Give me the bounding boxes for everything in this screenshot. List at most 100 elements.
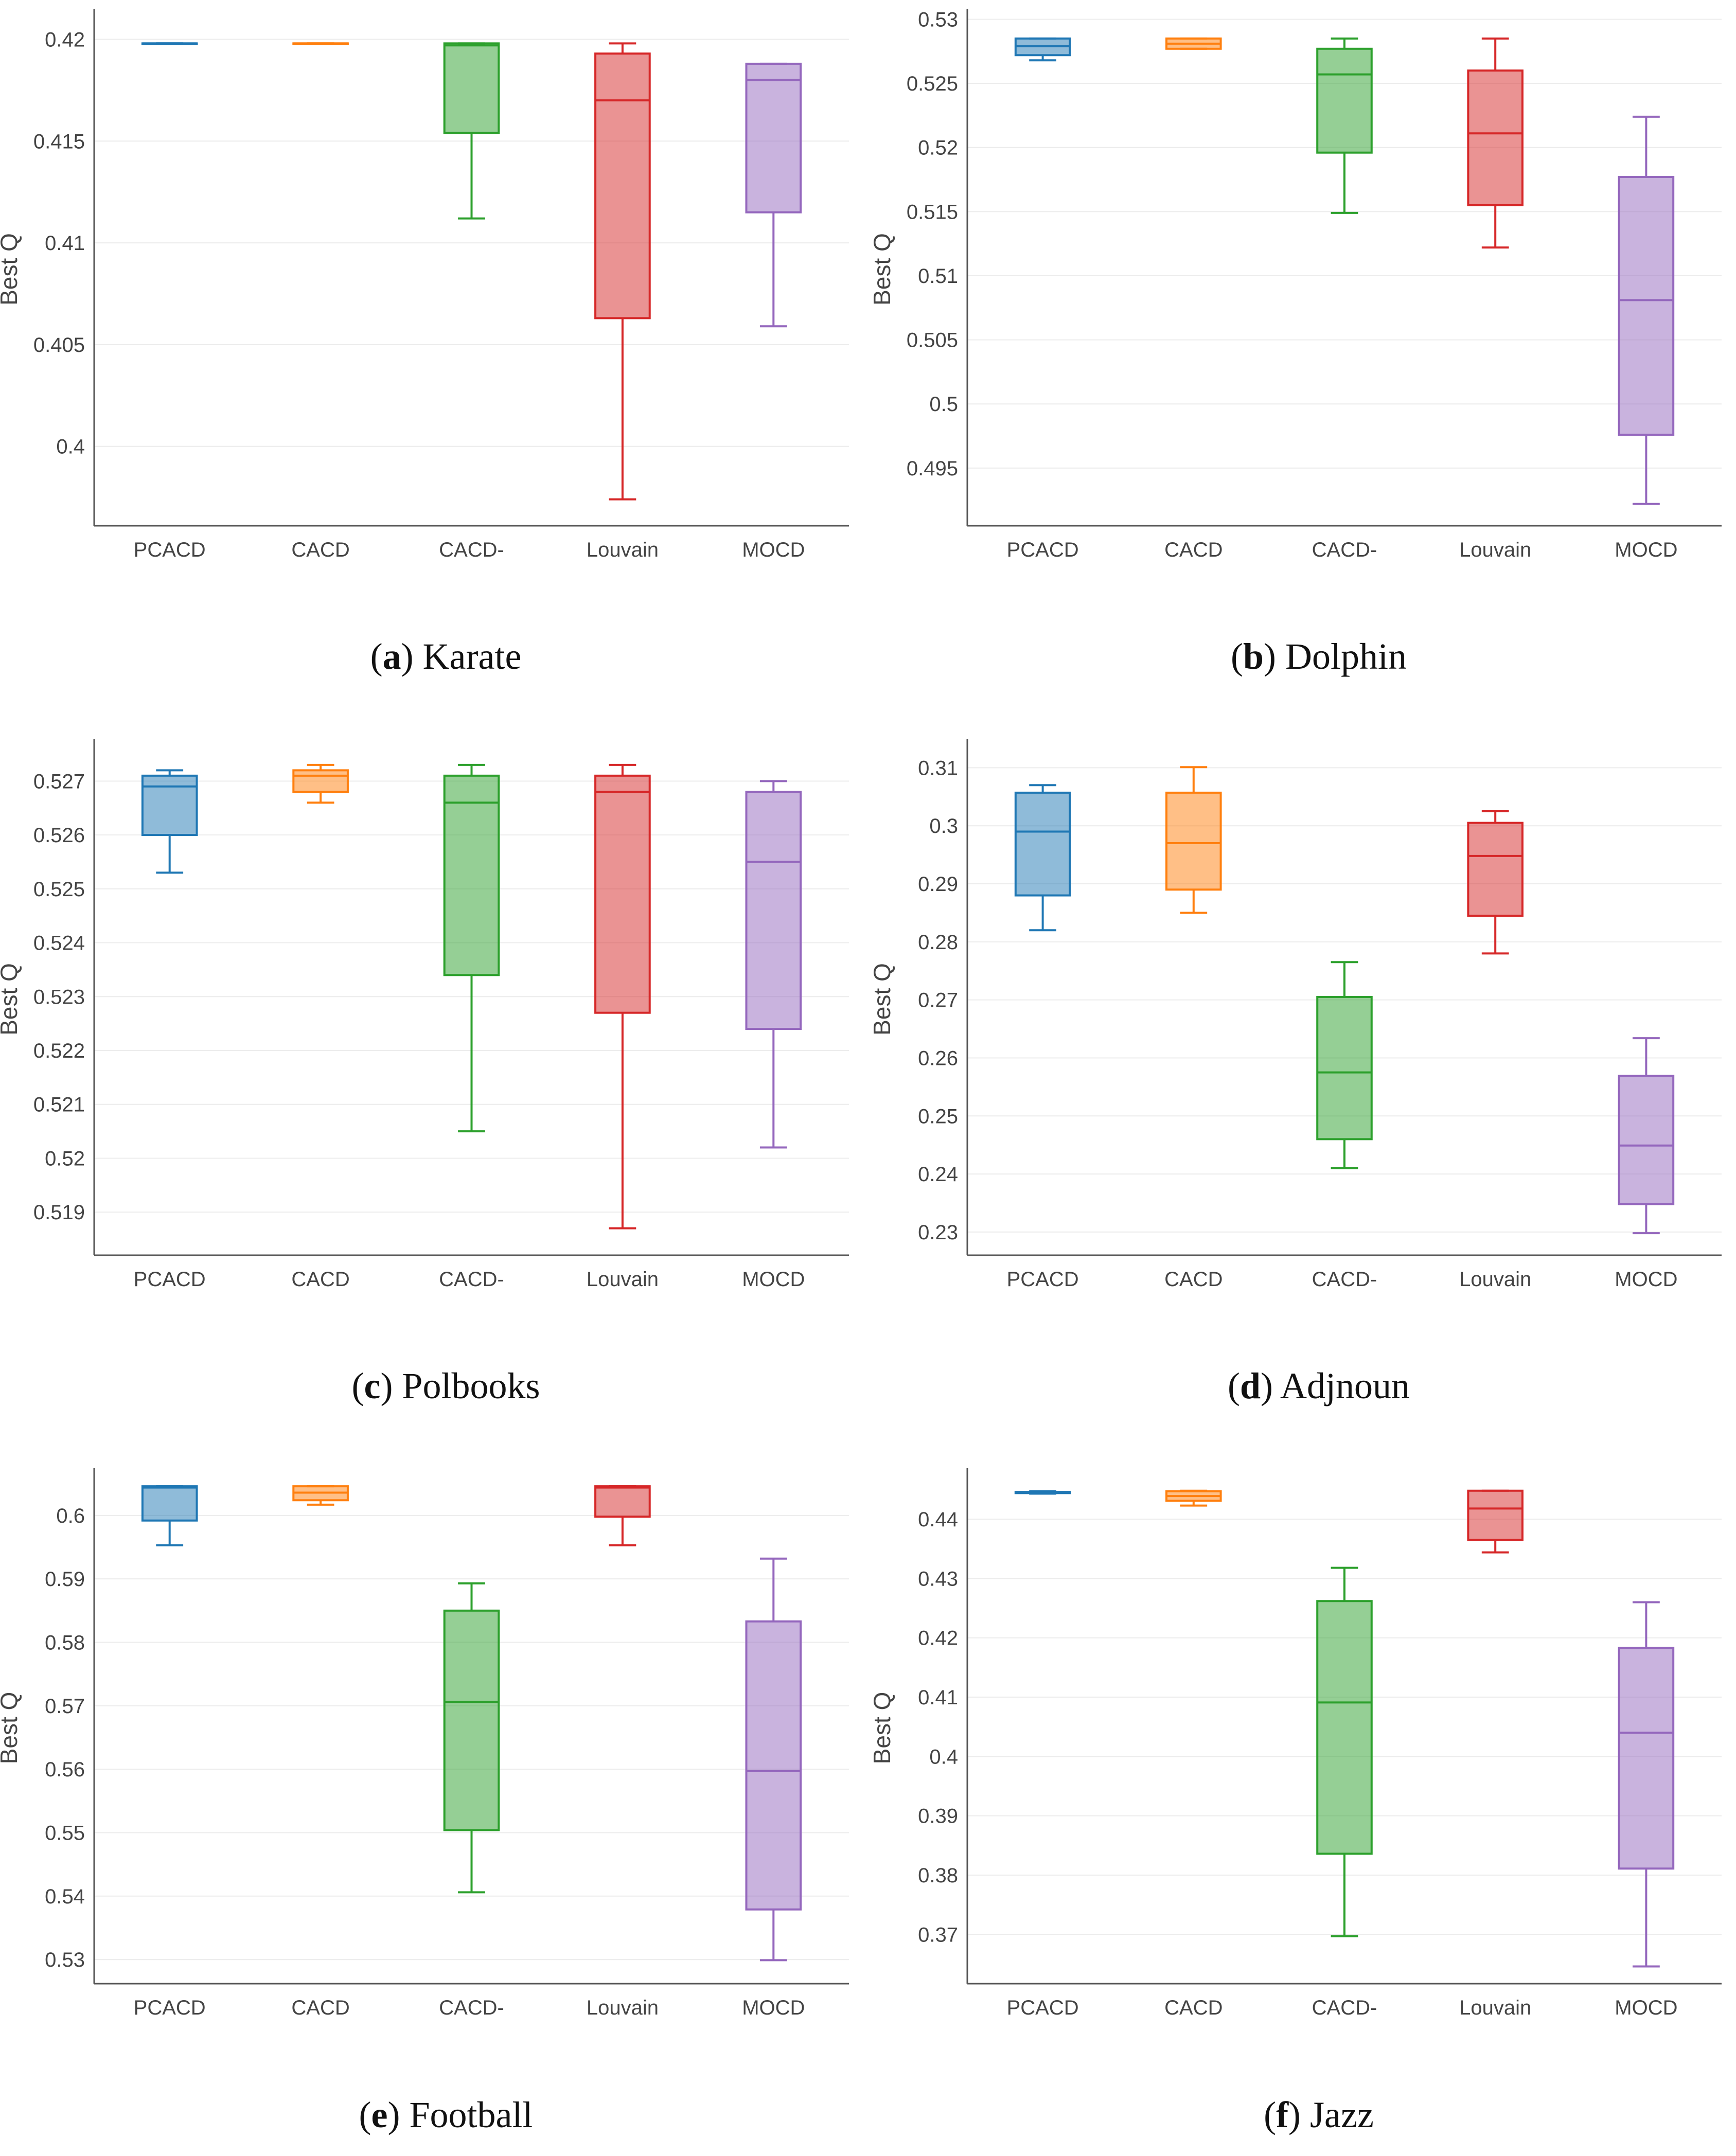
iqr-box <box>745 1620 802 1911</box>
iqr-box <box>745 791 802 1030</box>
caption-name: ) Adjnoun <box>1261 1365 1410 1406</box>
box-cacd <box>292 42 349 45</box>
y-tick-label: 0.42 <box>918 1627 958 1650</box>
caption-paren-open: ( <box>1264 2094 1276 2135</box>
caption-name: ) Polbooks <box>380 1365 540 1406</box>
y-tick-label: 0.54 <box>45 1885 85 1908</box>
iqr-box <box>1165 791 1222 891</box>
box-mocd <box>1618 115 1675 505</box>
iqr-box <box>1014 791 1071 897</box>
iqr-box <box>1467 1489 1524 1541</box>
box-cacd- <box>1316 1566 1373 1937</box>
y-tick-label: 0.53 <box>918 8 958 31</box>
box-louvain <box>1467 37 1524 249</box>
iqr-box <box>443 774 500 976</box>
y-tick-label: 0.31 <box>918 757 958 779</box>
y-tick-label: 0.415 <box>33 130 85 153</box>
caption-letter: a <box>383 636 401 677</box>
y-tick-label: 0.44 <box>918 1508 958 1531</box>
iqr-box <box>1467 822 1524 917</box>
y-tick-label: 0.525 <box>907 73 958 95</box>
caption-paren-open: ( <box>359 2094 371 2135</box>
box-mocd <box>745 62 802 328</box>
caption: (d) Adjnoun <box>1228 1365 1410 1406</box>
x-tick-label: Louvain <box>587 539 659 561</box>
caption-name: ) Karate <box>401 636 522 677</box>
y-tick-label: 0.524 <box>33 932 85 955</box>
caption: (f) Jazz <box>1264 2094 1374 2135</box>
x-tick-label: CACD <box>1164 539 1223 561</box>
x-tick-label: MOCD <box>742 1997 805 2019</box>
x-tick-label: CACD <box>1164 1997 1223 2019</box>
y-tick-label: 0.505 <box>907 329 958 352</box>
y-axis-label: Best Q <box>869 1692 895 1765</box>
y-tick-label: 0.29 <box>918 873 958 896</box>
y-tick-label: 0.53 <box>45 1949 85 1971</box>
y-tick-label: 0.5 <box>929 393 958 416</box>
box-louvain <box>1467 810 1524 955</box>
y-tick-label: 0.526 <box>33 824 85 847</box>
y-tick-label: 0.43 <box>918 1567 958 1590</box>
iqr-box <box>1316 995 1373 1141</box>
caption: (b) Dolphin <box>1231 636 1407 677</box>
box-louvain <box>594 42 651 501</box>
x-tick-label: Louvain <box>1459 539 1531 561</box>
y-axis-label: Best Q <box>869 963 895 1036</box>
box-pcacd <box>1014 1490 1071 1495</box>
y-tick-label: 0.495 <box>907 457 958 480</box>
box-pcacd <box>141 769 198 874</box>
caption-name: ) Football <box>387 2094 533 2135</box>
caption-paren-open: ( <box>1231 636 1243 677</box>
x-tick-label: CACD <box>1164 1268 1223 1291</box>
y-tick-label: 0.24 <box>918 1163 958 1186</box>
y-axis-label: Best Q <box>869 233 895 306</box>
y-tick-label: 0.28 <box>918 931 958 954</box>
caption: (e) Football <box>359 2094 533 2135</box>
y-tick-label: 0.515 <box>907 201 958 223</box>
y-tick-label: 0.59 <box>45 1568 85 1591</box>
y-tick-label: 0.51 <box>918 265 958 288</box>
x-tick-label: MOCD <box>1615 1268 1677 1291</box>
box-louvain <box>1467 1489 1524 1554</box>
x-tick-label: MOCD <box>1615 1997 1677 2019</box>
x-tick-label: CACD- <box>1312 1268 1377 1291</box>
box-cacd <box>1165 766 1222 914</box>
caption-letter: b <box>1243 636 1264 677</box>
y-tick-label: 0.4 <box>56 436 85 458</box>
caption: (a) Karate <box>370 636 522 677</box>
box-cacd- <box>443 42 500 220</box>
y-tick-label: 0.52 <box>918 137 958 159</box>
panel-adjnoun: 0.23 0.24 0.25 0.26 0.27 0.28 0.29 0.3 0.31 Best … <box>869 739 1722 1406</box>
y-axis-label: Best Q <box>0 1692 22 1765</box>
panel-football: 0.53 0.54 0.55 0.56 0.57 0.58 0.59 0.6 Best Q PCA… <box>0 1468 849 2135</box>
x-tick-label: PCACD <box>1007 539 1079 561</box>
box-mocd <box>1618 1037 1675 1235</box>
y-tick-label: 0.3 <box>929 815 958 838</box>
iqr-box <box>594 774 651 1014</box>
iqr-box <box>1316 1600 1373 1855</box>
panel-polbooks: 0.519 0.52 0.521 0.522 0.523 0.524 0.525 0.526 0… <box>0 739 849 1406</box>
y-tick-label: 0.521 <box>33 1094 85 1116</box>
box-mocd <box>745 1557 802 1962</box>
iqr-box <box>443 42 500 134</box>
x-tick-label: CACD- <box>1312 539 1377 561</box>
x-tick-label: Louvain <box>587 1997 659 2019</box>
y-tick-label: 0.522 <box>33 1040 85 1062</box>
x-tick-label: Louvain <box>587 1268 659 1291</box>
y-tick-label: 0.525 <box>33 878 85 901</box>
y-tick-label: 0.41 <box>918 1686 958 1709</box>
box-cacd- <box>443 1582 500 1894</box>
x-tick-label: MOCD <box>742 539 805 561</box>
y-tick-label: 0.519 <box>33 1201 85 1224</box>
y-axis-label: Best Q <box>0 233 22 306</box>
y-tick-label: 0.39 <box>918 1805 958 1828</box>
caption: (c) Polbooks <box>352 1365 540 1406</box>
y-tick-label: 0.27 <box>918 989 958 1012</box>
iqr-box <box>292 769 349 793</box>
x-tick-label: CACD- <box>1312 1997 1377 2019</box>
y-tick-label: 0.52 <box>45 1147 85 1170</box>
iqr-box <box>1467 69 1524 206</box>
caption-letter: d <box>1240 1365 1261 1406</box>
box-louvain <box>594 763 651 1230</box>
